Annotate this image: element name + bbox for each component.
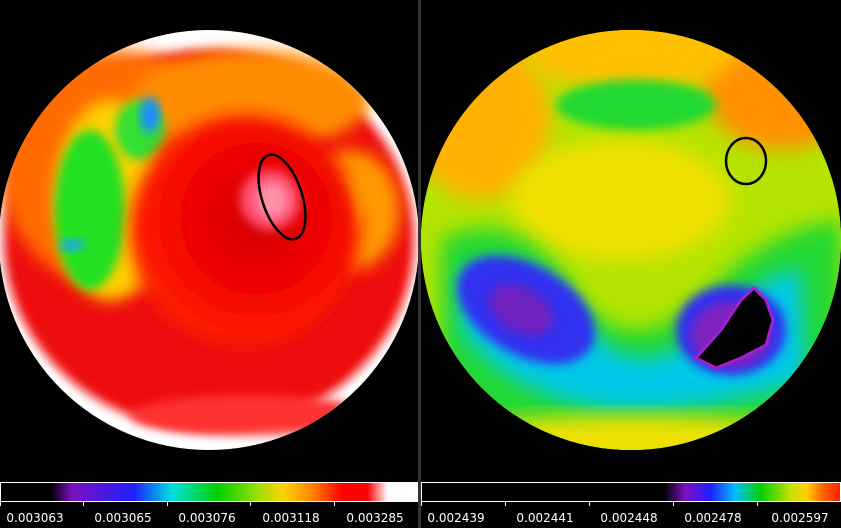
panel-divider [418,0,421,528]
right-tick-label: 0.002478 [684,511,742,525]
right-tick-label: 0.002597 [771,511,829,525]
left-tick-mark [0,502,1,506]
left-tick-mark [167,502,168,506]
right-tick-mark [673,502,674,506]
left-map-blue-spot [140,97,160,133]
right-map-black-region [693,285,775,370]
right-tick-mark [505,502,506,506]
right-map-yellow-bottom [431,415,831,450]
right-map-marker-ellipse [724,136,768,186]
right-tick-mark [421,502,422,506]
right-map-green-top [556,80,716,130]
right-map-yellow-center [511,140,731,260]
left-map-green-band [55,130,125,290]
right-tick-mark [589,502,590,506]
left-tick-label: 0.003063 [6,511,64,525]
right-tick-label: 0.002441 [516,511,574,525]
left-tick-label: 0.003118 [262,511,320,525]
left-tick-label: 0.003076 [178,511,236,525]
left-tick-mark [334,502,335,506]
left-colorbar [0,482,418,502]
left-tick-mark [83,502,84,506]
left-map-marker-ellipse [257,153,307,241]
left-colorbar-ticks: 0.003063 0.003065 0.003076 0.003118 0.00… [0,510,418,528]
right-tick-mark [757,502,758,506]
left-map-orange-top [130,50,370,150]
left-tick-mark [250,502,251,506]
right-colorbar-ticks: 0.002439 0.002441 0.002448 0.002478 0.00… [421,510,841,528]
left-map-bottom-edge [130,395,370,435]
right-field-map-panel: 0.002439 0.002441 0.002448 0.002478 0.00… [421,0,841,528]
right-tick-label: 0.002439 [427,511,485,525]
right-tick-label: 0.002448 [600,511,658,525]
right-map-yellow-top [521,30,741,90]
right-colorbar [421,482,841,502]
left-tick-label: 0.003285 [346,511,404,525]
left-field-map [0,30,418,450]
left-field-map-panel: 0.003063 0.003065 0.003076 0.003118 0.00… [0,0,418,528]
left-tick-label: 0.003065 [94,511,152,525]
left-map-cyan-spot [60,239,84,251]
right-map-purple-left [488,284,554,336]
right-field-map [421,30,841,450]
left-map-red-core [130,115,360,345]
